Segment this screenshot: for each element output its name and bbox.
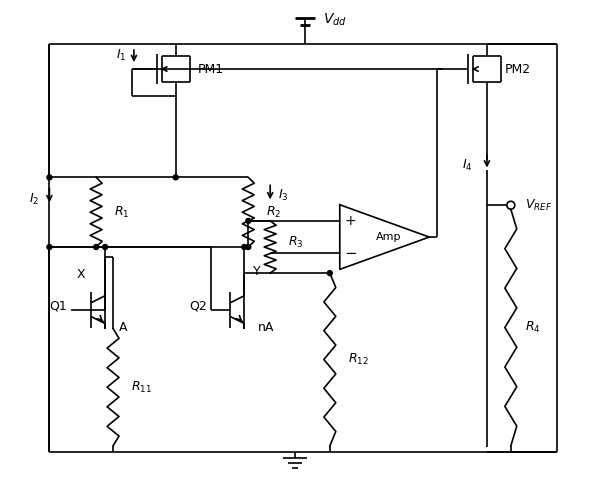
Text: $R_1$: $R_1$ xyxy=(114,204,130,220)
Circle shape xyxy=(246,245,251,249)
Text: Q2: Q2 xyxy=(189,299,206,312)
Circle shape xyxy=(103,245,107,249)
Text: $R_2$: $R_2$ xyxy=(266,204,281,220)
Circle shape xyxy=(328,271,332,276)
Circle shape xyxy=(47,245,52,249)
Text: $I_3$: $I_3$ xyxy=(278,188,289,203)
Text: $I_1$: $I_1$ xyxy=(116,48,126,63)
Text: $R_4$: $R_4$ xyxy=(525,320,541,335)
Text: Amp: Amp xyxy=(376,232,401,242)
Circle shape xyxy=(242,245,247,249)
Text: +: + xyxy=(345,214,356,228)
Text: $R_3$: $R_3$ xyxy=(288,235,304,249)
Text: $R_{11}$: $R_{11}$ xyxy=(131,380,152,395)
Text: X: X xyxy=(77,268,86,281)
Text: $R_{12}$: $R_{12}$ xyxy=(348,352,368,367)
Text: PM1: PM1 xyxy=(197,62,224,76)
Text: $I_4$: $I_4$ xyxy=(463,158,473,173)
Text: A: A xyxy=(119,321,128,334)
Circle shape xyxy=(94,245,98,249)
Text: Y: Y xyxy=(253,265,261,278)
Text: $V_{dd}$: $V_{dd}$ xyxy=(323,12,347,29)
Text: Q1: Q1 xyxy=(50,299,67,312)
Text: −: − xyxy=(344,246,357,261)
Circle shape xyxy=(47,175,52,180)
Text: nA: nA xyxy=(258,321,275,334)
Circle shape xyxy=(246,218,251,223)
Circle shape xyxy=(173,175,178,180)
Text: $I_2$: $I_2$ xyxy=(29,192,40,207)
Text: $V_{REF}$: $V_{REF}$ xyxy=(525,198,552,213)
Text: PM2: PM2 xyxy=(505,62,531,76)
